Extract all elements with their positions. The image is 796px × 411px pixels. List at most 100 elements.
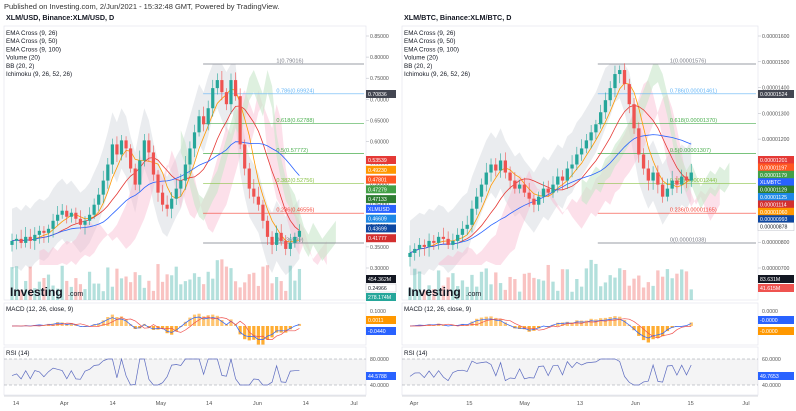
fib-level-label: 0.382(0.00001244) xyxy=(670,178,717,184)
fib-level-label: 0.5(0.00001307) xyxy=(670,148,711,154)
macd-histogram-bar xyxy=(489,316,493,326)
macd-histogram-bar xyxy=(570,322,574,326)
x-tick-label: Jun xyxy=(253,401,262,407)
price-badge xyxy=(758,185,794,194)
macd-histogram-bar xyxy=(156,326,160,330)
price-badge xyxy=(758,90,794,98)
price-badge xyxy=(366,224,396,233)
candle-body xyxy=(124,140,128,149)
volume-bar xyxy=(14,266,19,300)
candle-body xyxy=(594,124,598,133)
rsi-frame xyxy=(3,346,367,396)
price-badge-label: 0.00001129 xyxy=(760,188,787,194)
candle-body xyxy=(470,208,474,225)
x-tick-label: Apr xyxy=(410,401,419,407)
macd-histogram-bar xyxy=(243,326,247,340)
volume-bar xyxy=(165,274,169,300)
volume-bar xyxy=(233,281,238,300)
fib-level-label: 0.5(0.57772) xyxy=(276,148,308,154)
candle-body xyxy=(498,160,503,171)
rsi-tick-label: 40.0000 xyxy=(370,383,389,389)
volume-bar xyxy=(97,283,101,300)
indicator-legend-item: Volume (20) xyxy=(6,55,40,62)
volume-bar xyxy=(422,290,426,300)
macd-histogram-bar xyxy=(256,326,260,345)
candle-body xyxy=(675,180,679,185)
volume-badge-label: 454.362M xyxy=(368,277,391,283)
macd-badge-label: -0.0440 xyxy=(368,329,386,335)
fib-level-label: 0.786(0.69924) xyxy=(276,88,314,94)
macd-histogram-bar xyxy=(220,320,224,326)
volume-bar xyxy=(101,291,105,300)
candle-body xyxy=(279,232,283,241)
investing-watermark-suffix: .com xyxy=(68,291,83,298)
rsi-frame xyxy=(401,346,759,396)
volume-bar xyxy=(594,263,598,300)
candle-body xyxy=(575,154,579,165)
macd-histogram-bar xyxy=(101,320,105,326)
volume-bar xyxy=(56,288,60,300)
macd-histogram-bar xyxy=(133,326,137,329)
volume-badge-label: 278.174M xyxy=(368,295,391,301)
price-tick-label: 0.00001500 xyxy=(762,60,790,66)
volume-bar xyxy=(565,269,569,300)
candle-body xyxy=(656,172,660,185)
volume-bar xyxy=(69,286,73,300)
candle-body xyxy=(579,148,584,155)
candle-body xyxy=(252,188,256,197)
x-tick-label: Jul xyxy=(742,401,749,407)
candle-body xyxy=(660,184,665,197)
indicator-legend-item: BB (20, 2) xyxy=(404,63,432,70)
macd-histogram-bar xyxy=(183,321,187,326)
volume-bar xyxy=(670,278,674,300)
investing-watermark: Investing xyxy=(10,285,63,299)
price-badge-label: 0.49230 xyxy=(368,168,387,174)
candle-body xyxy=(19,238,23,243)
macd-histogram-bar xyxy=(613,316,617,326)
price-badge-label: 0.47801 xyxy=(368,178,387,184)
x-tick-label: 14 xyxy=(303,401,309,407)
candle-body xyxy=(247,168,251,189)
volume-bar xyxy=(147,280,151,300)
volume-bar xyxy=(197,276,201,300)
rsi-badge-label: 49.7653 xyxy=(760,374,779,380)
macd-line xyxy=(11,316,300,340)
candle-body xyxy=(115,144,119,155)
volume-bar xyxy=(37,281,41,300)
macd-histogram-bar xyxy=(142,323,146,326)
macd-badge-label: 0.0011 xyxy=(368,318,384,324)
rsi-band xyxy=(4,359,366,385)
candle-body xyxy=(508,172,512,181)
candle-body xyxy=(92,204,96,215)
candle-body xyxy=(138,160,142,185)
volume-bar xyxy=(537,279,541,300)
volume-bar xyxy=(656,270,660,300)
volume-bar xyxy=(622,270,627,300)
rsi-band xyxy=(402,359,758,385)
price-badge-label: 0.00001524 xyxy=(760,92,788,98)
candle-body xyxy=(238,96,242,145)
volume-bar xyxy=(641,287,646,300)
candle-body xyxy=(632,104,636,129)
candle-body xyxy=(24,236,28,243)
ema-line-26 xyxy=(11,105,300,242)
candle-body xyxy=(598,112,603,125)
volume-bar xyxy=(503,289,508,300)
price-badge-label: 0.00001197 xyxy=(760,165,787,171)
investing-watermark-suffix: .com xyxy=(466,291,481,298)
volume-bar xyxy=(174,266,178,300)
macd-histogram-bar xyxy=(252,326,256,340)
macd-histogram-bar xyxy=(556,322,560,326)
macd-histogram-bar xyxy=(656,326,660,338)
rsi-badge-label: 44.5788 xyxy=(368,374,387,380)
macd-histogram-bar xyxy=(206,315,210,326)
volume-bar xyxy=(106,267,110,300)
volume-bar xyxy=(522,273,527,300)
price-badge-label: XLMBTC xyxy=(760,180,781,186)
candle-body xyxy=(618,70,622,75)
fib-level-label: 0(0.00001038) xyxy=(670,238,707,244)
macd-label: MACD (12, 26, close, 9) xyxy=(6,306,73,313)
rsi-badge xyxy=(758,372,794,380)
candle-body xyxy=(408,252,412,257)
volume-bar xyxy=(156,264,160,300)
